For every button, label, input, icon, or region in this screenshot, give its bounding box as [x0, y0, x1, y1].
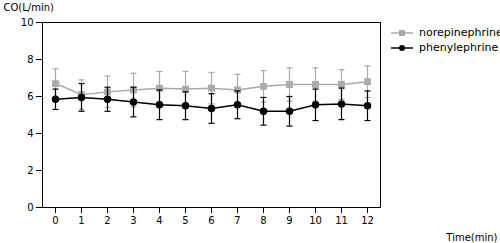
svg-text:3: 3	[130, 215, 136, 226]
svg-text:0: 0	[52, 215, 58, 226]
svg-text:5: 5	[182, 215, 188, 226]
svg-text:0: 0	[27, 202, 33, 213]
svg-text:10: 10	[21, 17, 34, 28]
svg-text:11: 11	[335, 215, 348, 226]
svg-text:1: 1	[78, 215, 84, 226]
svg-text:CO(L/min): CO(L/min)	[4, 2, 55, 13]
svg-text:9: 9	[286, 215, 292, 226]
svg-text:8: 8	[27, 54, 33, 65]
svg-text:6: 6	[208, 215, 214, 226]
svg-text:Time(min): Time(min)	[445, 232, 497, 243]
svg-text:4: 4	[156, 215, 162, 226]
svg-text:7: 7	[234, 215, 240, 226]
svg-text:2: 2	[27, 165, 33, 176]
svg-text:6: 6	[27, 91, 33, 102]
html-text:phenylephrine: phenylephrine	[419, 41, 499, 54]
svg-text:10: 10	[309, 215, 322, 226]
svg-text:2: 2	[104, 215, 110, 226]
svg-text:4: 4	[27, 128, 33, 139]
svg-text:12: 12	[361, 215, 374, 226]
svg-text:8: 8	[260, 215, 266, 226]
